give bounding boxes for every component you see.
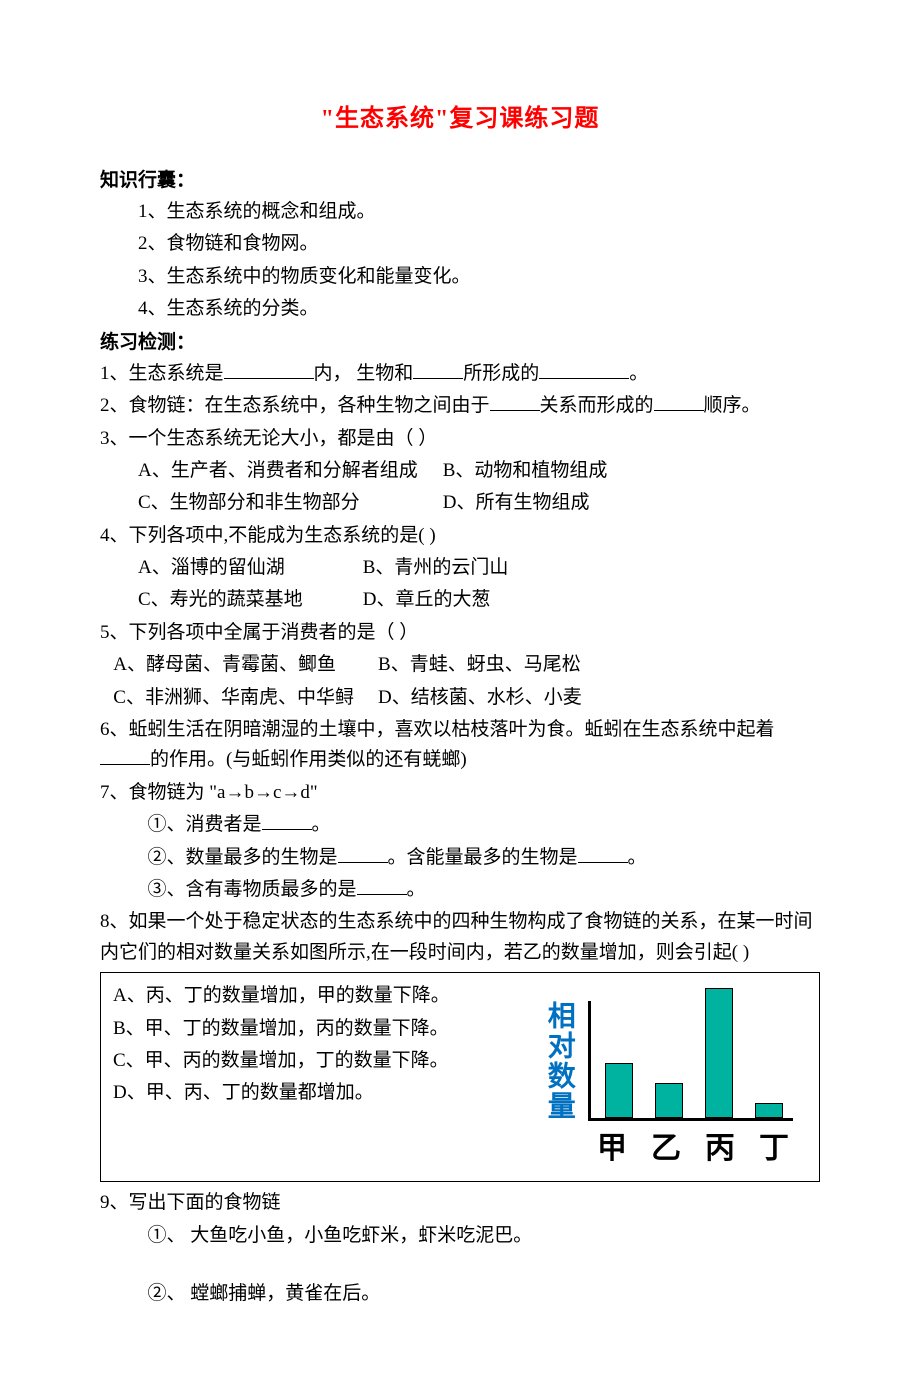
q5-options-row-2: C、非洲狮、华南虎、中华鲟 D、结核菌、水杉、小麦 bbox=[113, 683, 820, 713]
bar-bing bbox=[705, 988, 733, 1118]
blank-field bbox=[357, 876, 407, 895]
blank-field bbox=[224, 360, 314, 379]
q7-2-text-a: ②、数量最多的生物是 bbox=[148, 847, 338, 868]
knowledge-item-1: 1、生态系统的概念和组成。 bbox=[100, 197, 820, 227]
blank-field bbox=[100, 746, 150, 765]
chart-y-label: 相对数量 bbox=[537, 1001, 582, 1121]
q3-options-row-1: A、生产者、消费者和分解者组成 B、动物和植物组成 bbox=[138, 456, 820, 486]
bar-chart: 相对数量 甲乙丙丁 bbox=[527, 981, 807, 1173]
q6-text-a: 6、蚯蚓生活在阴暗潮湿的土壤中，喜欢以枯枝落叶为食。蚯蚓在生态系统中起着 bbox=[100, 719, 775, 740]
knowledge-item-4: 4、生态系统的分类。 bbox=[100, 294, 820, 324]
q1-text-c: 所形成的 bbox=[463, 363, 539, 384]
question-1: 1、生态系统是 内， 生物和 所形成的 。 bbox=[100, 359, 820, 389]
q5-option-d: D、结核菌、水杉、小麦 bbox=[378, 687, 582, 708]
q8-options: A、丙、丁的数量增加，甲的数量下降。 B、甲、丁的数量增加，丙的数量下降。 C、… bbox=[113, 981, 527, 1173]
q8-option-d: D、甲、丙、丁的数量都增加。 bbox=[113, 1078, 527, 1108]
x-label-2: 丙 bbox=[697, 1125, 743, 1173]
q7-sub-2: ②、数量最多的生物是 。含能量最多的生物是 。 bbox=[100, 843, 820, 873]
knowledge-item-2: 2、食物链和食物网。 bbox=[100, 229, 820, 259]
question-7: 7、食物链为 "a→b→c→d" bbox=[100, 778, 820, 808]
q2-text-c: 顺序。 bbox=[704, 395, 761, 416]
q8-option-c: C、甲、丙的数量增加，丁的数量下降。 bbox=[113, 1046, 527, 1076]
q1-text-b: 内， 生物和 bbox=[314, 363, 414, 384]
q7-1-text-b: 。 bbox=[312, 814, 331, 835]
q8-box: A、丙、丁的数量增加，甲的数量下降。 B、甲、丁的数量增加，丙的数量下降。 C、… bbox=[100, 972, 820, 1182]
q3-option-c: C、生物部分和非生物部分 bbox=[138, 488, 438, 518]
question-3: 3、一个生态系统无论大小，都是由（ ） bbox=[100, 424, 820, 454]
section-practice-header: 练习检测： bbox=[100, 328, 820, 358]
knowledge-item-3: 3、生态系统中的物质变化和能量变化。 bbox=[100, 262, 820, 292]
q5-option-c: C、非洲狮、华南虎、中华鲟 bbox=[113, 683, 373, 713]
question-9: 9、写出下面的食物链 bbox=[100, 1188, 820, 1218]
x-label-1: 乙 bbox=[643, 1125, 689, 1173]
chart-bars bbox=[588, 1001, 793, 1121]
q9-sub-1: ①、 大鱼吃小鱼，小鱼吃虾米，虾米吃泥巴。 bbox=[100, 1221, 820, 1251]
q3-options-row-2: C、生物部分和非生物部分 D、所有生物组成 bbox=[138, 488, 820, 518]
blank-field bbox=[539, 360, 629, 379]
q8-option-a: A、丙、丁的数量增加，甲的数量下降。 bbox=[113, 981, 527, 1011]
q7-3-text-b: 。 bbox=[407, 879, 426, 900]
blank-field bbox=[413, 360, 463, 379]
q4-option-d: D、章丘的大葱 bbox=[363, 589, 491, 610]
q5-option-b: B、青蛙、蚜虫、马尾松 bbox=[378, 654, 581, 675]
chart-x-labels: 甲乙丙丁 bbox=[527, 1125, 807, 1173]
q5-option-a: A、酵母菌、青霉菌、鲫鱼 bbox=[113, 650, 373, 680]
q7-sub-1: ①、消费者是 。 bbox=[100, 810, 820, 840]
q8-option-b: B、甲、丁的数量增加，丙的数量下降。 bbox=[113, 1014, 527, 1044]
blank-field bbox=[338, 844, 388, 863]
x-label-3: 丁 bbox=[751, 1125, 797, 1173]
section-knowledge-header: 知识行囊： bbox=[100, 166, 820, 196]
question-4: 4、下列各项中,不能成为生态系统的是( ) bbox=[100, 521, 820, 551]
q4-options-row-1: A、淄博的留仙湖 B、青州的云门山 bbox=[138, 553, 820, 583]
q2-text-a: 2、食物链：在生态系统中，各种生物之间由于 bbox=[100, 395, 490, 416]
q3-option-a: A、生产者、消费者和分解者组成 bbox=[138, 456, 438, 486]
q4-option-b: B、青州的云门山 bbox=[363, 557, 509, 578]
q1-text-d: 。 bbox=[629, 363, 648, 384]
bar-yi bbox=[655, 1083, 683, 1118]
bar-jia bbox=[605, 1063, 633, 1118]
question-2: 2、食物链：在生态系统中，各种生物之间由于 关系而形成的 顺序。 bbox=[100, 391, 820, 421]
q5-options-row-1: A、酵母菌、青霉菌、鲫鱼 B、青蛙、蚜虫、马尾松 bbox=[113, 650, 820, 680]
question-5: 5、下列各项中全属于消费者的是（ ） bbox=[100, 618, 820, 648]
q7-sub-3: ③、含有毒物质最多的是 。 bbox=[100, 875, 820, 905]
blank-field bbox=[578, 844, 628, 863]
q4-option-a: A、淄博的留仙湖 bbox=[138, 553, 358, 583]
q7-2-text-b: 。含能量最多的生物是 bbox=[388, 847, 578, 868]
question-8: 8、如果一个处于稳定状态的生态系统中的四种生物构成了食物链的关系，在某一时间内它… bbox=[100, 907, 820, 968]
q1-text-a: 1、生态系统是 bbox=[100, 363, 224, 384]
q6-text-b: 的作用。(与蚯蚓作用类似的还有蜣螂) bbox=[150, 749, 467, 770]
q4-options-row-2: C、寿光的蔬菜基地 D、章丘的大葱 bbox=[138, 585, 820, 615]
q4-option-c: C、寿光的蔬菜基地 bbox=[138, 585, 358, 615]
q7-3-text-a: ③、含有毒物质最多的是 bbox=[148, 879, 357, 900]
bar-ding bbox=[755, 1103, 783, 1118]
page-title: "生态系统"复习课练习题 bbox=[100, 100, 820, 138]
q9-sub-2: ②、 螳螂捕蝉，黄雀在后。 bbox=[100, 1279, 820, 1309]
q3-option-d: D、所有生物组成 bbox=[443, 492, 590, 513]
question-6: 6、蚯蚓生活在阴暗潮湿的土壤中，喜欢以枯枝落叶为食。蚯蚓在生态系统中起着 的作用… bbox=[100, 715, 820, 776]
blank-field bbox=[490, 392, 540, 411]
q3-option-b: B、动物和植物组成 bbox=[443, 460, 608, 481]
q2-text-b: 关系而形成的 bbox=[540, 395, 654, 416]
blank-field bbox=[262, 811, 312, 830]
blank-field bbox=[654, 392, 704, 411]
q7-1-text-a: ①、消费者是 bbox=[148, 814, 262, 835]
q7-2-text-c: 。 bbox=[628, 847, 647, 868]
x-label-0: 甲 bbox=[589, 1125, 635, 1173]
